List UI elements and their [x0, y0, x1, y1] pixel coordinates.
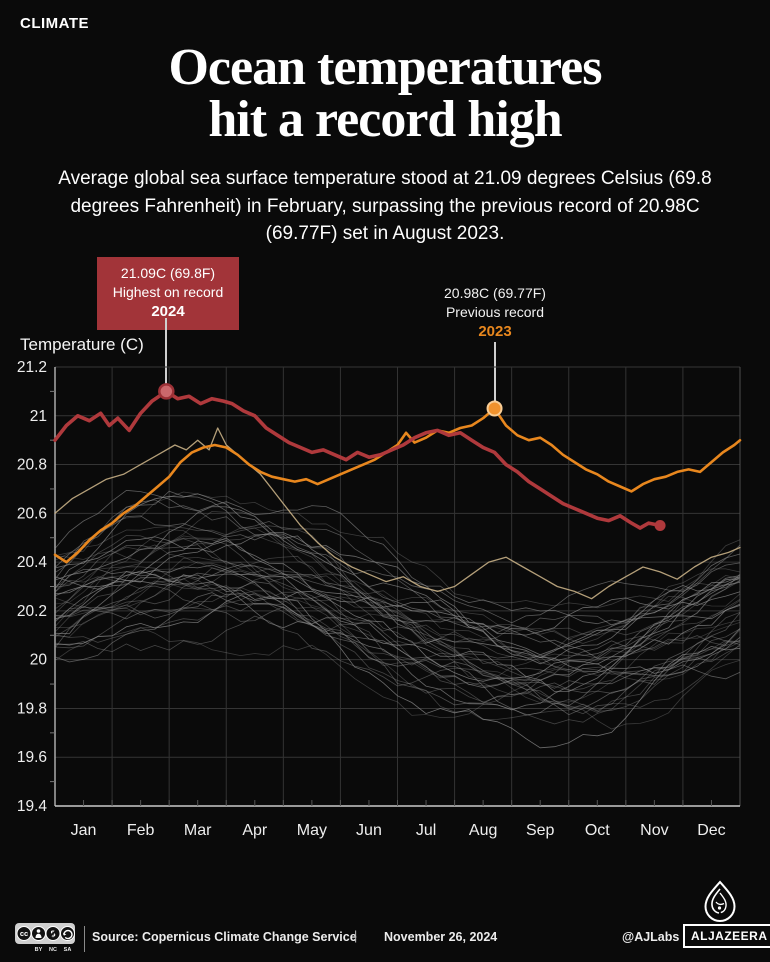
svg-text:Aug: Aug: [469, 822, 497, 839]
svg-text:19.8: 19.8: [17, 700, 47, 717]
aljazeera-flame-logo-icon: [704, 880, 736, 922]
series-2024: [53, 389, 662, 530]
svg-text:NC: NC: [49, 947, 57, 953]
temperature-line-chart: 21.2 21 20.8 20.6 20.4 20.2 20 19.8 19.6 19.4 Jan F…: [17, 359, 742, 839]
svg-text:Oct: Oct: [585, 822, 610, 839]
annotation-2024-value: 21.09C (69.8F): [120, 265, 216, 281]
annotation-2024-connector: [165, 318, 167, 390]
aljazeera-wordmark: ALJAZEERA: [683, 924, 770, 948]
page-title: Ocean temperatures hit a record high: [0, 42, 770, 146]
svg-text:Apr: Apr: [242, 822, 268, 839]
footer-separator: |: [354, 929, 358, 943]
annotation-2024-box: 21.09C (69.8F) Highest on record 2024: [97, 257, 239, 331]
historical-years-lines: [54, 489, 741, 749]
axis-tick-labels: 21.2 21 20.8 20.6 20.4 20.2 20 19.8 19.6 19.4 Jan F…: [17, 359, 726, 839]
svg-text:Jul: Jul: [416, 822, 436, 839]
ajlabs-credit: @AJLabs: [622, 930, 680, 944]
svg-text:19.4: 19.4: [17, 798, 48, 815]
svg-text:May: May: [297, 822, 327, 839]
svg-text:21: 21: [30, 408, 47, 425]
subtitle: Average global sea surface temperature s…: [58, 168, 712, 245]
svg-text:Jan: Jan: [71, 822, 97, 839]
svg-text:Jun: Jun: [356, 822, 382, 839]
svg-text:Sep: Sep: [526, 822, 555, 839]
svg-text:Mar: Mar: [184, 822, 212, 839]
annotation-2024-year: 2024: [151, 302, 185, 320]
svg-text:19.6: 19.6: [17, 749, 47, 766]
annotation-2024-label: Highest on record: [112, 283, 224, 300]
title-line1: Ocean temperatures: [168, 39, 602, 96]
svg-text:Feb: Feb: [127, 822, 155, 839]
y-axis-title: Temperature (C): [20, 335, 144, 354]
annotation-2023: 20.98C (69.77F) Previous record 2023: [400, 284, 590, 342]
title-line2: hit a record high: [208, 91, 562, 148]
record-2023-point: [486, 400, 503, 417]
publish-date: November 26, 2024: [384, 930, 498, 944]
series-2023: [53, 407, 742, 564]
svg-text:cc: cc: [20, 929, 28, 938]
source-text: Source: Copernicus Climate Change Servic…: [92, 930, 357, 944]
series-historical-highlight: [54, 427, 741, 600]
svg-text:20.8: 20.8: [17, 457, 47, 474]
svg-text:SA: SA: [64, 947, 72, 953]
svg-text:BY: BY: [35, 947, 43, 953]
svg-text:21.2: 21.2: [17, 359, 47, 376]
series-2024-end-point: [654, 520, 666, 532]
annotation-2023-year: 2023: [478, 322, 512, 340]
footer-divider: [84, 926, 85, 952]
svg-text:20.4: 20.4: [17, 554, 48, 571]
svg-text:20.6: 20.6: [17, 505, 47, 522]
record-2024-point: [158, 383, 175, 400]
svg-text:20: 20: [30, 652, 48, 669]
annotation-2023-label: Previous record: [445, 303, 545, 320]
annotation-2023-value: 20.98C (69.77F): [444, 285, 546, 301]
svg-text:Dec: Dec: [697, 822, 725, 839]
kicker: CLIMATE: [20, 15, 90, 32]
svg-text:20.2: 20.2: [17, 603, 47, 620]
svg-text:Nov: Nov: [640, 822, 668, 839]
annotation-2023-connector: [494, 342, 496, 406]
